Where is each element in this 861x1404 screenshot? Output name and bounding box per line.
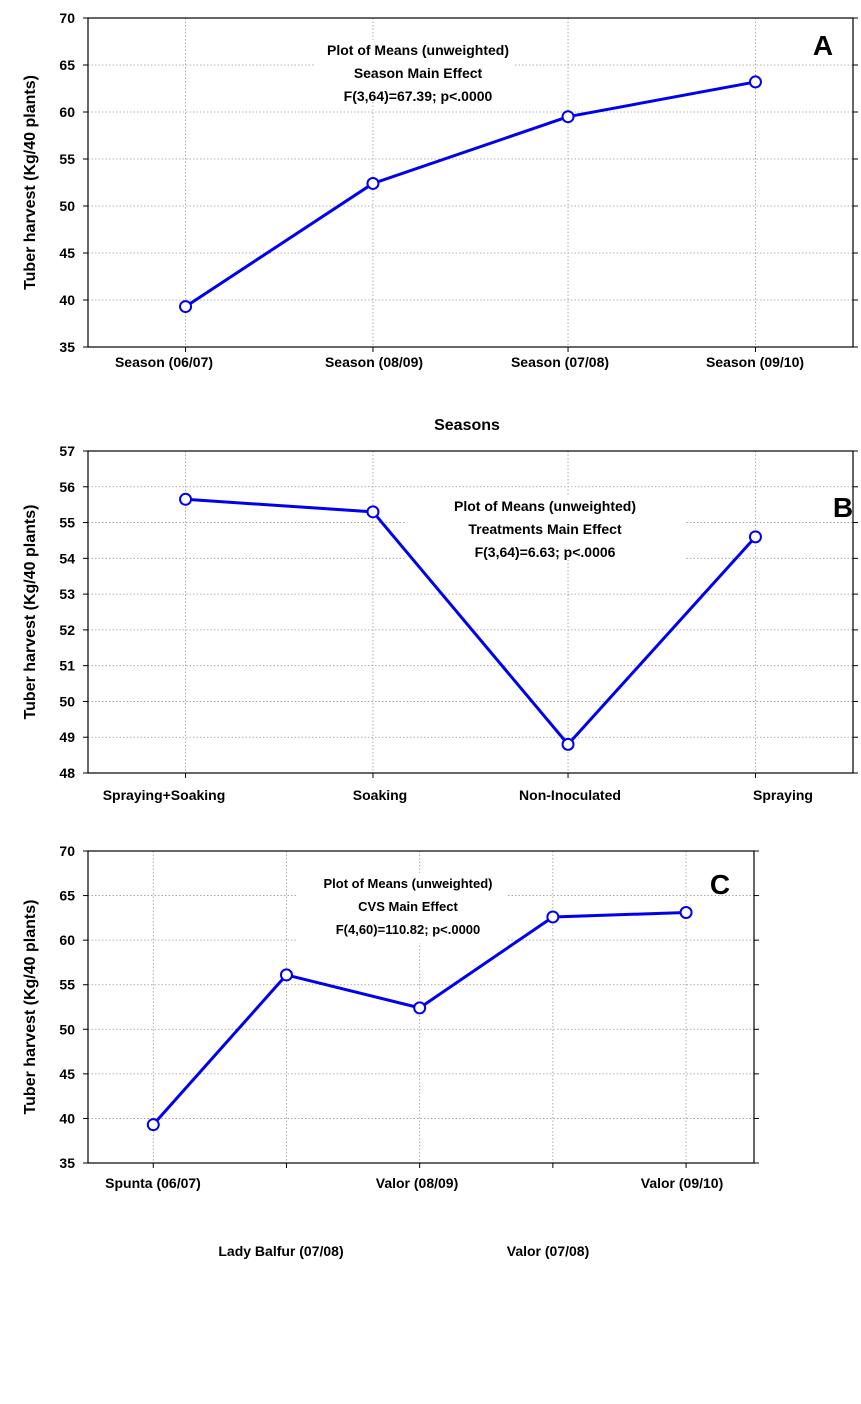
chart-panel-b: Plot of Means (unweighted) Treatments Mai… — [22, 443, 858, 803]
x-tick-label: Spraying+Soaking — [103, 787, 226, 803]
chart-title-line: Season Main Effect — [354, 65, 483, 81]
data-point — [146, 1118, 160, 1132]
y-tick-label: 55 — [59, 515, 75, 531]
chart-title-line: F(3,64)=6.63; p<.0006 — [475, 544, 616, 560]
x-tick-label: Season (07/08) — [511, 354, 609, 370]
y-tick-label: 54 — [59, 550, 75, 566]
y-tick-label: 35 — [59, 339, 75, 355]
y-tick-label: 52 — [59, 622, 75, 638]
x-tick-label: Non-Inoculated — [519, 787, 621, 803]
y-axis-label: Tuber harvest (Kg/40 plants) — [22, 900, 39, 1115]
panel-label: B — [833, 492, 853, 523]
data-point — [413, 1001, 427, 1015]
y-tick-label: 45 — [59, 245, 75, 261]
y-tick-label: 40 — [59, 1110, 75, 1126]
x-axis-label: Seasons — [434, 417, 500, 434]
series-line — [184, 80, 756, 308]
x-tick-label: Valor (07/08) — [507, 1243, 590, 1259]
x-tick-label: Valor (09/10) — [641, 1175, 724, 1191]
chart-title-line: F(3,64)=67.39; p<.0000 — [344, 88, 493, 104]
y-tick-label: 35 — [59, 1155, 75, 1171]
y-axis-label: Tuber harvest (Kg/40 plants) — [22, 75, 39, 290]
y-tick-label: 50 — [59, 693, 75, 709]
y-tick-label: 57 — [59, 443, 75, 459]
y-tick-label: 55 — [59, 977, 75, 993]
y-tick-label: 55 — [59, 151, 75, 167]
chart-title-line: Plot of Means (unweighted) — [454, 498, 636, 514]
chart-panel-a: Plot of Means (unweighted) Season Main Ef… — [22, 10, 858, 434]
y-tick-label: 40 — [59, 292, 75, 308]
y-tick-label: 60 — [59, 932, 75, 948]
panel-label: C — [710, 869, 730, 900]
y-tick-label: 53 — [59, 586, 75, 602]
y-tick-label: 45 — [59, 1066, 75, 1082]
data-point — [748, 75, 762, 89]
x-tick-label: Season (06/07) — [115, 354, 213, 370]
y-tick-label: 70 — [59, 10, 75, 26]
x-tick-label: Season (09/10) — [706, 354, 804, 370]
data-point — [179, 492, 193, 506]
y-tick-label: 49 — [59, 729, 75, 745]
x-tick-label: Lady Balfur (07/08) — [218, 1243, 343, 1259]
data-point — [366, 505, 380, 519]
chart-title-line: Treatments Main Effect — [468, 521, 622, 537]
panel-label: A — [813, 30, 833, 61]
data-point — [561, 737, 575, 751]
y-tick-label: 50 — [59, 198, 75, 214]
y-tick-label: 51 — [59, 658, 75, 674]
data-point — [546, 910, 560, 924]
data-point — [679, 906, 693, 920]
plot-frame — [87, 17, 854, 348]
chart-title-line: Plot of Means (unweighted) — [324, 876, 493, 891]
title-background — [315, 40, 515, 100]
plot-frame — [87, 850, 755, 1164]
y-tick-label: 60 — [59, 104, 75, 120]
series-line — [185, 497, 757, 746]
data-point — [748, 530, 762, 544]
chart-title-line: F(4,60)=110.82; p<.0000 — [336, 922, 481, 937]
y-tick-label: 65 — [59, 888, 75, 904]
data-point — [366, 176, 380, 190]
title-background — [296, 873, 506, 943]
x-tick-label: Valor (08/09) — [376, 1175, 459, 1191]
y-axis-label: Tuber harvest (Kg/40 plants) — [22, 505, 39, 720]
chart-panel-c: Plot of Means (unweighted) CVS Main Effec… — [22, 843, 759, 1259]
plot-frame — [87, 450, 854, 774]
x-tick-label: Spunta (06/07) — [105, 1175, 201, 1191]
chart-title-line: CVS Main Effect — [358, 899, 458, 914]
x-tick-label: Season (08/09) — [325, 354, 423, 370]
data-point — [179, 300, 193, 314]
x-tick-label: Soaking — [353, 787, 407, 803]
y-tick-label: 50 — [59, 1021, 75, 1037]
data-point — [561, 110, 575, 124]
x-tick-label: Spraying — [753, 787, 813, 803]
y-tick-label: 70 — [59, 843, 75, 859]
data-point — [279, 968, 293, 982]
y-tick-label: 65 — [59, 57, 75, 73]
y-tick-label: 56 — [59, 479, 75, 495]
title-background — [405, 495, 685, 560]
y-tick-label: 48 — [59, 765, 75, 781]
chart-title-line: Plot of Means (unweighted) — [327, 42, 509, 58]
